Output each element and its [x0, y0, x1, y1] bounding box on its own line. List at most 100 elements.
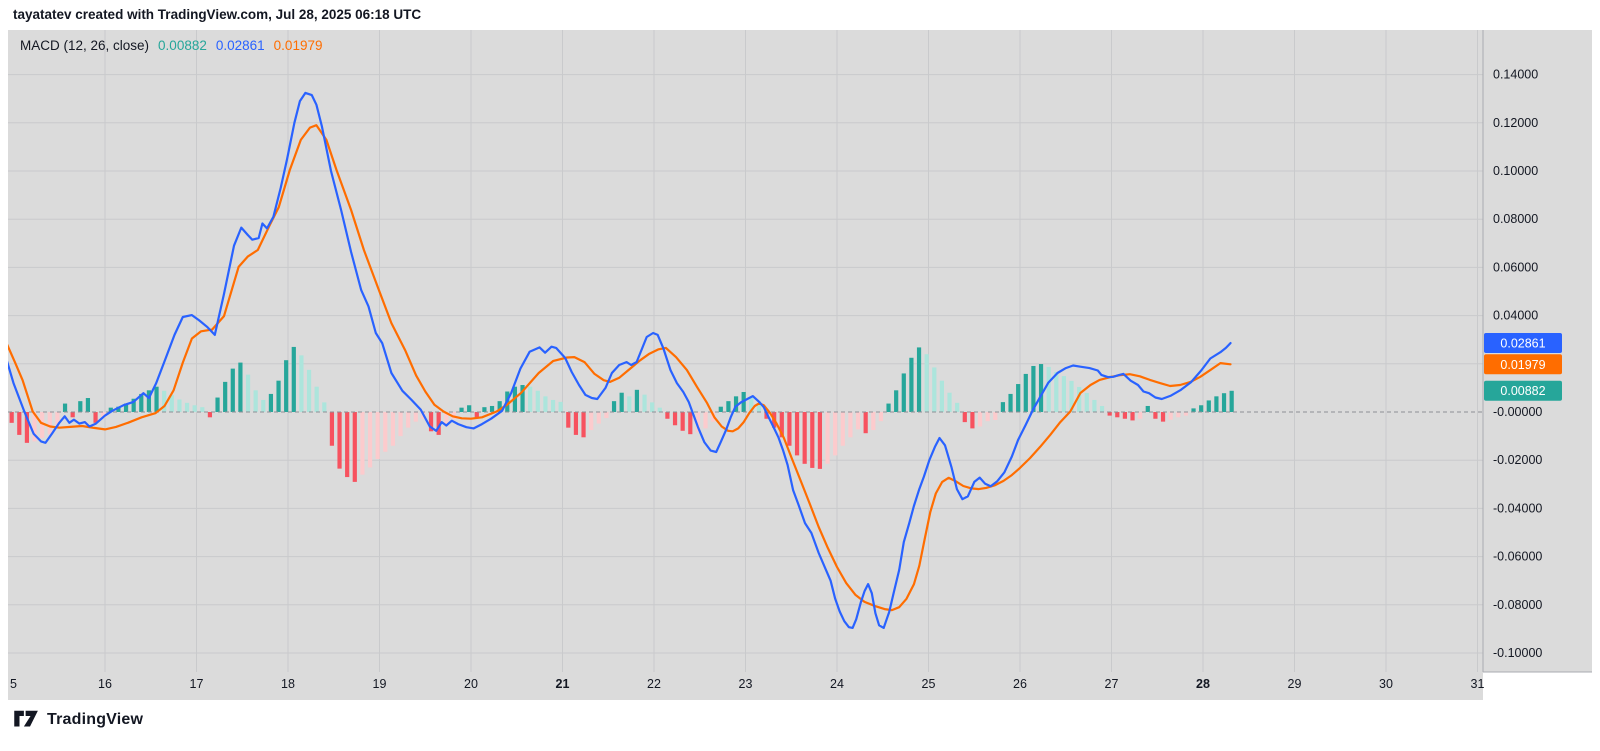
macd-histogram-bar [238, 362, 243, 412]
macd-histogram-bar [24, 412, 30, 443]
macd-histogram-bar [276, 380, 281, 412]
macd-histogram-bar [871, 412, 876, 431]
macd-histogram-bar [810, 412, 815, 468]
macd-histogram-bar [589, 412, 594, 431]
macd-histogram-bar [650, 402, 655, 412]
signal-price-badge [1484, 354, 1562, 375]
time-axis-label: 24 [830, 677, 844, 691]
macd-histogram-bar [1084, 392, 1089, 412]
macd-histogram-bar [528, 386, 533, 412]
macd-histogram-bar [703, 412, 708, 429]
macd-histogram-bar [1092, 399, 1097, 412]
legend-signal-value: 0.01979 [273, 38, 323, 53]
indicator-legend[interactable]: MACD (12, 26, close) 0.00882 0.02861 0.0… [20, 38, 322, 53]
macd-histogram-bar [1122, 412, 1128, 419]
macd-histogram-bar [459, 407, 464, 412]
macd-histogram-bar [1046, 366, 1051, 412]
macd-histogram-bar [855, 412, 861, 430]
macd-histogram-bar [1069, 380, 1074, 412]
time-axis-label: 17 [190, 677, 204, 691]
macd-histogram-bar [1138, 412, 1143, 419]
macd-histogram-bar [993, 412, 998, 420]
hist_pos-price-badge [1484, 380, 1562, 401]
macd-histogram-bar [634, 389, 640, 412]
macd-histogram-bar [596, 412, 601, 424]
macd-histogram-bar [360, 412, 365, 475]
macd-histogram-bar [47, 412, 52, 435]
macd-histogram-bar [314, 386, 319, 412]
macd-histogram-bar [1115, 412, 1120, 418]
price-axis-label: -0.00000 [1493, 405, 1542, 419]
macd-histogram-bar [802, 412, 807, 464]
macd-histogram-bar [78, 401, 83, 412]
macd-histogram-bar [863, 412, 868, 434]
legend-macd-value: 0.02861 [215, 38, 265, 53]
macd-histogram-bar [726, 401, 731, 412]
macd-histogram-bar [1214, 396, 1219, 412]
tradingview-logo[interactable]: TradingView [13, 709, 143, 730]
macd-histogram-bar [1221, 393, 1227, 412]
time-axis-label: 30 [1379, 677, 1393, 691]
macd-histogram-bar [169, 395, 174, 412]
macd-histogram-bar [665, 412, 670, 419]
macd-histogram-bar [139, 393, 144, 412]
macd-histogram-bar [955, 402, 960, 412]
macd-histogram-bar [467, 405, 472, 412]
time-axis-label: 21 [556, 677, 570, 691]
macd-histogram-bar [909, 357, 914, 412]
tradingview-logo-icon [14, 710, 38, 727]
macd-histogram-bar [444, 412, 449, 427]
macd-histogram-bar [306, 369, 312, 412]
macd-histogram-bar [1054, 371, 1059, 412]
macd-histogram-bar [962, 412, 967, 423]
macd-histogram-bar [223, 381, 228, 412]
price-axis-label: -0.02000 [1493, 453, 1542, 467]
macd-histogram-bar [367, 412, 373, 468]
macd-histogram-bar [230, 368, 235, 412]
macd-histogram-bar [146, 390, 152, 412]
macd-histogram-bar [215, 397, 220, 412]
time-axis-label: 22 [647, 677, 661, 691]
macd-histogram-bar [62, 403, 68, 412]
macd-histogram-bar [40, 412, 45, 439]
chart-widget[interactable]: 0.14000 0.12000 0.10000 0.08000 0.06000 0.040… [8, 30, 1592, 708]
price-axis-label: 0.12000 [1493, 116, 1538, 130]
macd-histogram-bar [924, 354, 929, 412]
macd-histogram-bar [284, 360, 289, 412]
macd-histogram-bar [322, 402, 327, 412]
macd-histogram-bar [1229, 390, 1234, 412]
price-axis-label: -0.04000 [1493, 501, 1542, 515]
macd-histogram-bar [573, 412, 579, 435]
price-axis-label: 0.14000 [1493, 68, 1538, 82]
macd-histogram-bar [1145, 405, 1150, 412]
macd-histogram-bar [985, 412, 990, 422]
macd-histogram-bar [1206, 400, 1211, 412]
time-axis-label: 29 [1288, 677, 1302, 691]
macd-histogram-bar [32, 412, 37, 442]
macd-histogram-bar [207, 412, 213, 418]
signal-price-badge-label: 0.01979 [1500, 358, 1545, 372]
macd-histogram-bar [947, 392, 952, 412]
macd-price-badge [1484, 333, 1562, 354]
macd-histogram-bar [604, 412, 609, 419]
macd-histogram-bar [1183, 412, 1189, 416]
macd-histogram-bar [70, 412, 75, 418]
time-axis-label: 28 [1196, 677, 1210, 691]
macd-histogram-bar [383, 412, 388, 452]
macd-histogram-bar [581, 412, 586, 438]
macd-histogram-bar [543, 396, 548, 412]
macd-chart[interactable]: 0.14000 0.12000 0.10000 0.08000 0.06000 0.040… [8, 30, 1592, 708]
macd-histogram-bar [329, 412, 335, 446]
time-axis-label: 27 [1105, 677, 1119, 691]
price-axis-label: -0.08000 [1493, 598, 1542, 612]
macd-histogram-bar [291, 346, 296, 412]
macd-histogram-bar [17, 412, 22, 435]
macd-histogram-bar [657, 407, 662, 412]
macd-histogram-bar [436, 412, 441, 435]
macd-histogram-bar [55, 412, 60, 429]
macd-histogram-bar [977, 412, 983, 427]
price-axis-label: 0.04000 [1493, 309, 1538, 323]
macd-histogram-bar [817, 412, 823, 469]
macd-histogram-bar [695, 412, 701, 433]
macd-histogram-bar [932, 367, 937, 412]
